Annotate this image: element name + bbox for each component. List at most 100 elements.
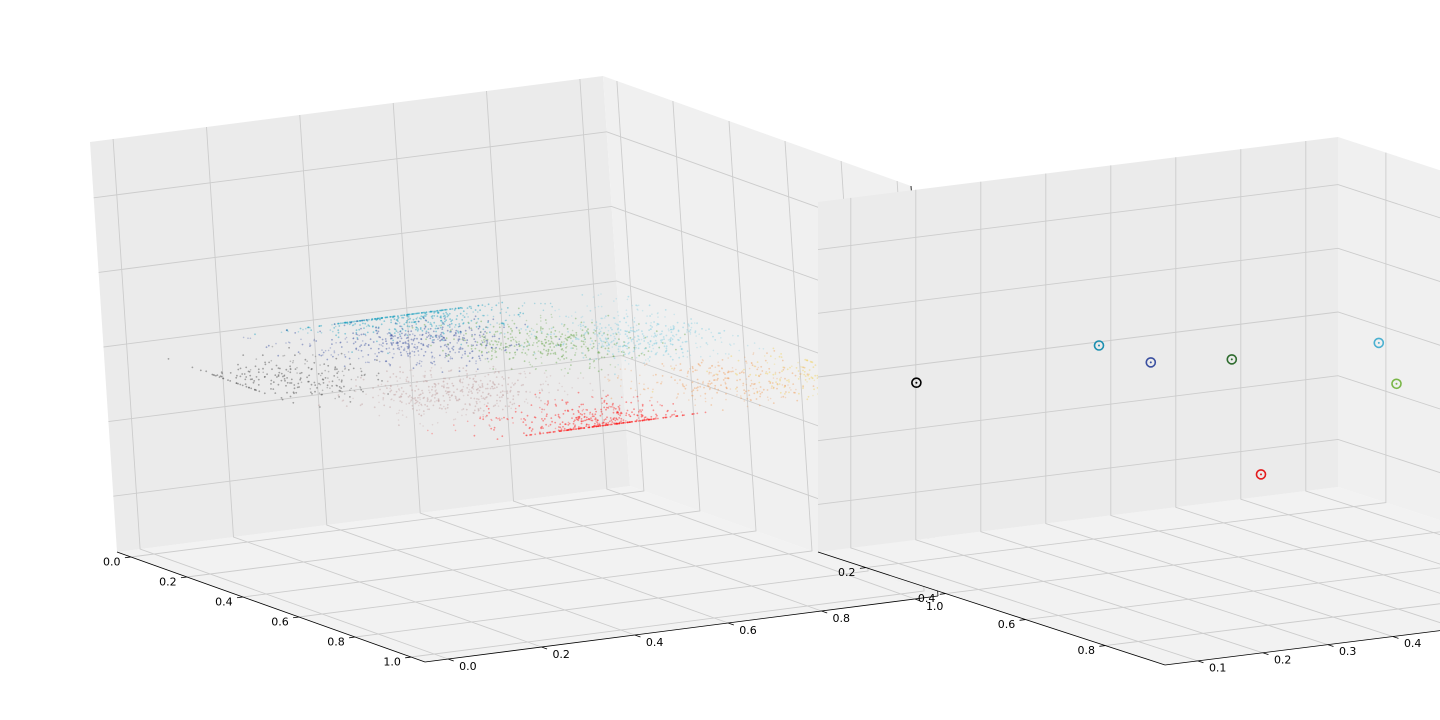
scatter-point bbox=[550, 340, 553, 343]
scatter-point bbox=[440, 331, 443, 334]
scatter-point bbox=[496, 322, 498, 324]
scatter-point bbox=[410, 313, 413, 316]
scatter-point bbox=[457, 330, 459, 333]
scatter-point bbox=[433, 339, 435, 341]
scatter-point bbox=[753, 342, 756, 344]
scatter-point bbox=[199, 369, 202, 372]
scatter-point bbox=[481, 354, 484, 357]
scatter-point bbox=[389, 390, 392, 393]
scatter-point bbox=[629, 421, 631, 423]
scatter-point bbox=[758, 390, 761, 393]
scatter-point bbox=[747, 389, 750, 392]
scatter-point bbox=[252, 381, 255, 384]
scatter-point bbox=[689, 333, 692, 335]
scatter-point bbox=[542, 427, 544, 429]
scatter-point bbox=[601, 334, 603, 337]
scatter-point bbox=[606, 338, 609, 340]
scatter-point bbox=[482, 391, 484, 394]
scatter-point bbox=[481, 304, 484, 306]
scatter-point bbox=[296, 366, 298, 369]
scatter-point bbox=[550, 327, 553, 330]
scatter-point bbox=[481, 314, 484, 317]
scatter-point bbox=[564, 409, 567, 412]
scatter-point bbox=[626, 421, 629, 424]
scatter-point bbox=[376, 332, 379, 334]
scatter-point bbox=[343, 385, 345, 388]
scatter-point bbox=[406, 315, 409, 318]
scatter-point bbox=[669, 326, 672, 328]
scatter-point bbox=[408, 321, 411, 324]
scatter-point bbox=[630, 338, 633, 341]
scatter-point bbox=[580, 422, 583, 425]
scatter-point bbox=[725, 386, 728, 389]
scatter-point bbox=[670, 328, 673, 331]
scatter-point bbox=[455, 334, 457, 337]
scatter-point bbox=[586, 423, 588, 426]
scatter-point bbox=[375, 326, 377, 328]
scatter-point bbox=[631, 420, 633, 423]
scatter-point bbox=[622, 349, 624, 352]
scatter-point bbox=[589, 357, 591, 360]
scatter-point bbox=[613, 335, 616, 338]
scatter-point bbox=[692, 389, 695, 392]
scatter-point bbox=[444, 316, 447, 319]
scatter-point bbox=[411, 325, 413, 327]
scatter-point bbox=[618, 417, 621, 419]
scatter-point bbox=[378, 360, 381, 363]
scatter-point bbox=[606, 424, 609, 426]
scatter-point bbox=[322, 354, 324, 356]
scatter-point bbox=[635, 329, 638, 332]
scatter-point bbox=[782, 368, 785, 371]
scatter-point bbox=[373, 406, 376, 409]
scatter-point bbox=[287, 370, 290, 373]
scatter-point bbox=[614, 332, 617, 334]
scatter-point bbox=[676, 382, 679, 385]
scatter-point bbox=[431, 315, 434, 317]
scatter-point bbox=[689, 331, 692, 334]
scatter-point bbox=[709, 383, 712, 385]
scatter-point bbox=[420, 414, 423, 417]
scatter-point bbox=[405, 342, 407, 345]
scatter-point bbox=[744, 356, 746, 359]
scatter-point bbox=[368, 325, 371, 327]
scatter-point bbox=[453, 338, 455, 341]
scatter-point bbox=[728, 370, 731, 373]
scatter-point bbox=[191, 366, 194, 369]
scatter-point bbox=[472, 344, 474, 347]
scatter-point bbox=[377, 330, 380, 333]
scatter-point bbox=[619, 345, 622, 348]
scatter-point bbox=[732, 370, 734, 373]
scatter-point bbox=[593, 425, 596, 428]
scatter-point bbox=[547, 348, 550, 351]
scatter-point bbox=[623, 351, 625, 354]
scatter-point bbox=[504, 390, 506, 393]
scatter-point bbox=[485, 343, 488, 346]
scatter-point bbox=[445, 411, 448, 414]
scatter-point bbox=[396, 318, 399, 321]
scatter-point bbox=[442, 395, 445, 397]
scatter-point bbox=[459, 332, 462, 335]
scatter-point bbox=[456, 342, 459, 344]
scatter-point bbox=[601, 345, 603, 347]
scatter-point bbox=[412, 340, 415, 342]
scatter-point bbox=[353, 390, 356, 392]
scatter-point bbox=[484, 358, 487, 360]
scatter-point bbox=[378, 401, 380, 404]
centroid-marker bbox=[1391, 378, 1402, 390]
scatter-point bbox=[424, 370, 427, 373]
scatter-point bbox=[496, 343, 499, 346]
scatter-point bbox=[541, 425, 543, 428]
scatter-point bbox=[730, 370, 732, 373]
scatter-point bbox=[696, 389, 699, 392]
scatter-point bbox=[616, 422, 619, 425]
scatter-point bbox=[465, 413, 467, 416]
scatter-point bbox=[327, 377, 329, 379]
scatter-point bbox=[532, 329, 535, 331]
scatter-point bbox=[716, 373, 719, 376]
scatter-point bbox=[349, 389, 351, 391]
scatter-point bbox=[292, 360, 295, 362]
scatter-point bbox=[474, 347, 477, 350]
scatter-point bbox=[506, 307, 509, 309]
scatter-point bbox=[743, 368, 745, 371]
scatter-point bbox=[731, 367, 734, 369]
